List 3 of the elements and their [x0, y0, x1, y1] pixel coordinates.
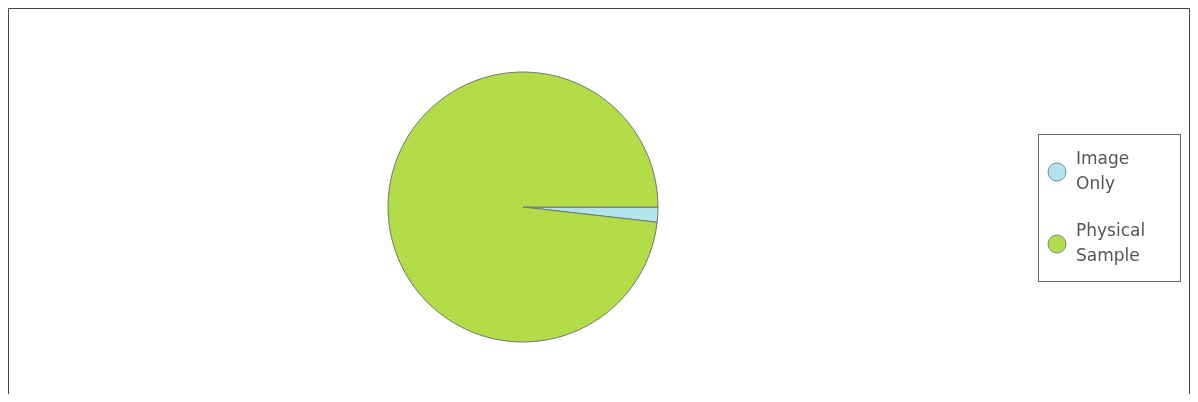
pie-slice	[387, 71, 659, 343]
legend-label: Image Only	[1076, 148, 1130, 193]
legend-label: Physical Sample	[1076, 220, 1146, 265]
